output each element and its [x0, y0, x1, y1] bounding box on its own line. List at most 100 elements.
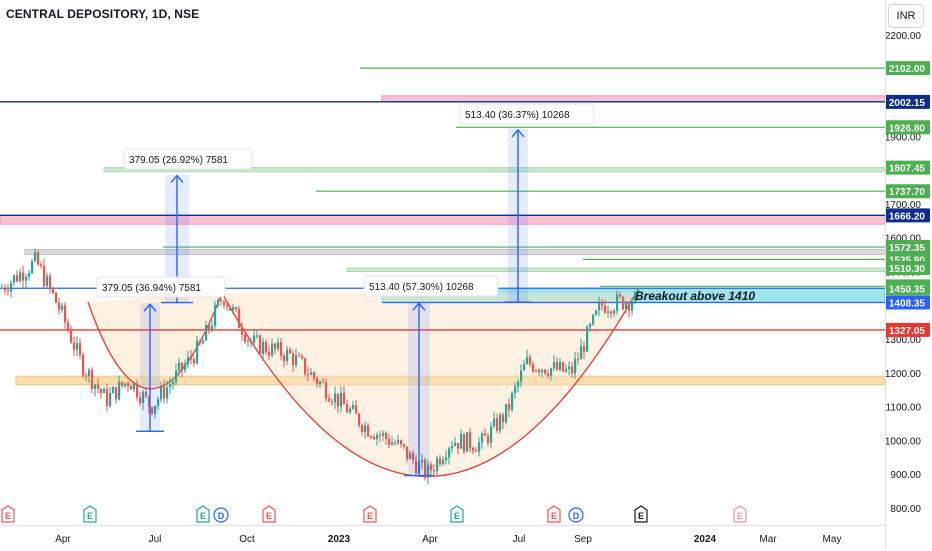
candle-body: [616, 294, 619, 311]
earnings-badge: [262, 505, 276, 523]
candle-body: [13, 275, 16, 283]
time-axis[interactable]: [0, 525, 885, 551]
candle-body: [157, 399, 160, 406]
event-badge-11[interactable]: E: [733, 505, 747, 523]
candle-body: [367, 425, 370, 437]
candle-body: [262, 341, 265, 354]
candle-body: [76, 343, 79, 350]
candle-body: [568, 366, 571, 369]
measure-arrowhead-4: [511, 128, 525, 138]
candle-body: [379, 434, 382, 436]
chart-title: CENTRAL DEPOSITORY, 1D, NSE: [6, 7, 200, 21]
candle-body: [283, 355, 286, 362]
measure-label-box-2: [96, 276, 226, 298]
measure-label-box-3: [363, 275, 499, 297]
y-tick-1100.00: 1100.00: [886, 403, 922, 414]
candle-body: [163, 386, 166, 399]
candle-body: [595, 310, 598, 315]
candle-body: [109, 393, 112, 407]
candle-body: [202, 340, 205, 344]
event-badge-3[interactable]: E: [196, 505, 210, 523]
price-label-bg-1408.35: [885, 295, 930, 310]
candle-body: [472, 448, 475, 451]
price-label-bg-1666.20: [885, 208, 930, 223]
currency-button[interactable]: INR: [888, 4, 924, 28]
candle-body: [214, 305, 217, 326]
candle-body: [328, 398, 331, 402]
event-badge-7[interactable]: E: [450, 505, 464, 523]
candle-body: [199, 340, 202, 344]
event-badge-4[interactable]: D: [213, 507, 229, 523]
price-label-1327.05: 1327.05: [889, 326, 926, 337]
candle-body: [520, 370, 523, 382]
candle-body: [58, 302, 61, 310]
candle-body: [589, 324, 592, 328]
y-tick-1900.00: 1900.00: [885, 132, 922, 143]
event-badge-9[interactable]: D: [568, 507, 584, 523]
candle-body: [181, 362, 184, 371]
candle-body: [340, 392, 343, 407]
event-badge-8[interactable]: E: [547, 505, 561, 523]
candle-body: [151, 407, 154, 414]
candle-body: [592, 314, 595, 325]
measure-arrowhead-3: [412, 302, 426, 311]
candle-body: [541, 369, 544, 373]
event-badge-letter: E: [454, 511, 460, 521]
event-badge-10[interactable]: E: [634, 505, 648, 523]
event-badge-6[interactable]: E: [363, 505, 377, 523]
event-badge-letter: E: [551, 511, 557, 521]
candle-body: [634, 291, 637, 303]
candle-body: [625, 303, 628, 310]
candle-body: [292, 353, 295, 366]
candle-body: [571, 366, 574, 374]
candle-body: [604, 305, 607, 313]
candle-body: [130, 385, 133, 390]
price-label-1450.35: 1450.35: [889, 284, 926, 295]
candle-body: [49, 275, 52, 288]
event-badge-5[interactable]: E: [262, 505, 276, 523]
candle-body: [442, 459, 445, 465]
candle-body: [613, 310, 616, 314]
candle-body: [88, 369, 91, 376]
x-tick-Sep: Sep: [574, 534, 592, 545]
candle-body: [631, 302, 634, 311]
event-badge-letter: E: [87, 511, 93, 521]
candle-body: [514, 386, 517, 393]
candle-body: [64, 305, 67, 323]
candle-body: [313, 372, 316, 379]
candle-body: [628, 303, 631, 311]
candle-body: [457, 442, 460, 449]
x-tick-Apr: Apr: [422, 534, 438, 545]
candle-body: [403, 444, 406, 447]
price-label-bg-1926.80: [885, 120, 930, 135]
event-badge-1[interactable]: E: [1, 505, 15, 523]
event-badge-2[interactable]: E: [83, 505, 97, 523]
price-label-1666.20: 1666.20: [889, 211, 926, 222]
price-label-bg-2002.15: [885, 94, 930, 109]
candle-body: [67, 322, 70, 331]
candle-body: [493, 418, 496, 427]
candle-body: [178, 362, 181, 371]
earnings-badge: [363, 505, 377, 523]
candle-body: [511, 392, 514, 410]
candle-body: [298, 355, 301, 357]
candle-body: [1, 287, 4, 289]
price-label-bg-2102.00: [885, 61, 930, 76]
candle-body: [190, 356, 193, 360]
earnings-badge: [83, 505, 97, 523]
candle-body: [451, 445, 454, 449]
candle-body: [52, 287, 55, 293]
candle-body: [205, 324, 208, 341]
candle-body: [250, 340, 253, 343]
candle-body: [223, 301, 226, 306]
cup-right-fill: [222, 293, 636, 477]
candle-body: [85, 375, 88, 377]
measure-label-4: 513.40 (36.37%) 10268: [465, 110, 570, 121]
candle-body: [583, 346, 586, 352]
candle-body: [385, 433, 388, 439]
measure-arrowhead-2: [143, 303, 157, 312]
dividend-badge: [568, 507, 584, 523]
candle-body: [268, 352, 271, 356]
candle-body: [382, 433, 385, 436]
